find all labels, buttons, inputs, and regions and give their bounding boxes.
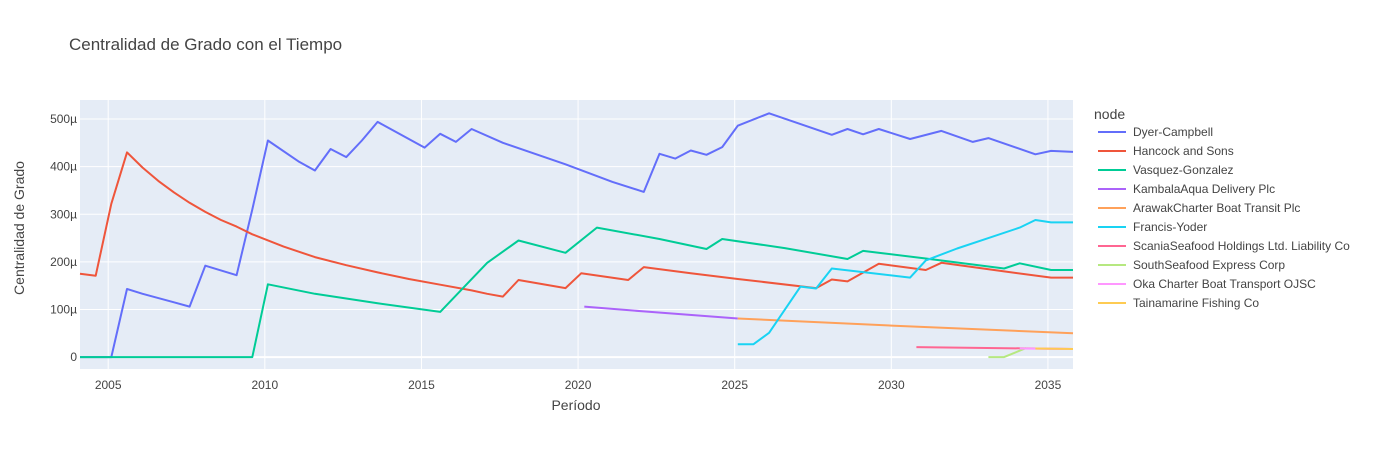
legend[interactable]: node Dyer-Campbell Hancock and Sons Vasque… [1094, 106, 1350, 310]
series-line-0 [80, 112, 1074, 359]
series-line-9 [1035, 347, 1074, 350]
y-tick-label: 0 [70, 350, 77, 364]
series-line-2 [80, 226, 1073, 359]
x-tick-label: 2025 [721, 378, 748, 392]
y-tick-label: 500µ [50, 112, 77, 126]
x-tick-label: 2005 [95, 378, 122, 392]
x-tick-label: 2020 [565, 378, 592, 392]
series-line-7 [988, 347, 1027, 359]
y-tick-label: 200µ [50, 255, 77, 269]
legend-label: Dyer-Campbell [1133, 125, 1213, 139]
legend-title: node [1094, 106, 1125, 122]
plot-area [80, 100, 1073, 369]
legend-label: Oka Charter Boat Transport OJSC [1133, 277, 1316, 291]
legend-item-5[interactable]: Francis-Yoder [1098, 220, 1207, 234]
legend-label: Hancock and Sons [1133, 144, 1234, 158]
legend-label: Vasquez-Gonzalez [1133, 163, 1234, 177]
grid-lines [80, 100, 1073, 369]
legend-item-1[interactable]: Hancock and Sons [1098, 144, 1234, 158]
y-tick-label: 100µ [50, 302, 77, 316]
legend-item-7[interactable]: SouthSeafood Express Corp [1098, 258, 1285, 272]
x-tick-label: 2010 [251, 378, 278, 392]
x-tick-label: 2015 [408, 378, 435, 392]
series-line-5 [737, 219, 1073, 346]
chart-title: Centralidad de Grado con el Tiempo [69, 35, 342, 54]
legend-label: Tainamarine Fishing Co [1133, 296, 1259, 310]
x-tick-label: 2030 [878, 378, 905, 392]
legend-label: ScaniaSeafood Holdings Ltd. Liability Co [1133, 239, 1350, 253]
y-axis-ticks: 0 100µ 200µ 300µ 400µ 500µ [50, 112, 77, 364]
series-line-4 [737, 317, 1074, 335]
series-line-1 [79, 151, 1073, 298]
legend-item-2[interactable]: Vasquez-Gonzalez [1098, 163, 1234, 177]
y-tick-label: 300µ [50, 207, 77, 221]
legend-item-3[interactable]: KambalaAqua Delivery Plc [1098, 182, 1275, 196]
legend-label: ArawakCharter Boat Transit Plc [1133, 201, 1300, 215]
x-axis-title: Período [551, 397, 600, 413]
legend-item-6[interactable]: ScaniaSeafood Holdings Ltd. Liability Co [1098, 239, 1350, 253]
series-lines [79, 112, 1074, 359]
legend-label: KambalaAqua Delivery Plc [1133, 182, 1275, 196]
series-line-3 [584, 305, 738, 320]
x-tick-label: 2035 [1035, 378, 1062, 392]
y-axis-title: Centralidad de Grado [11, 161, 27, 295]
legend-label: SouthSeafood Express Corp [1133, 258, 1285, 272]
legend-item-8[interactable]: Oka Charter Boat Transport OJSC [1098, 277, 1316, 291]
legend-item-0[interactable]: Dyer-Campbell [1098, 125, 1213, 139]
y-tick-label: 400µ [50, 160, 77, 174]
x-axis-ticks: 2005 2010 2015 2020 2025 2030 2035 [95, 378, 1062, 392]
legend-label: Francis-Yoder [1133, 220, 1207, 234]
legend-item-9[interactable]: Tainamarine Fishing Co [1098, 296, 1259, 310]
legend-item-4[interactable]: ArawakCharter Boat Transit Plc [1098, 201, 1300, 215]
